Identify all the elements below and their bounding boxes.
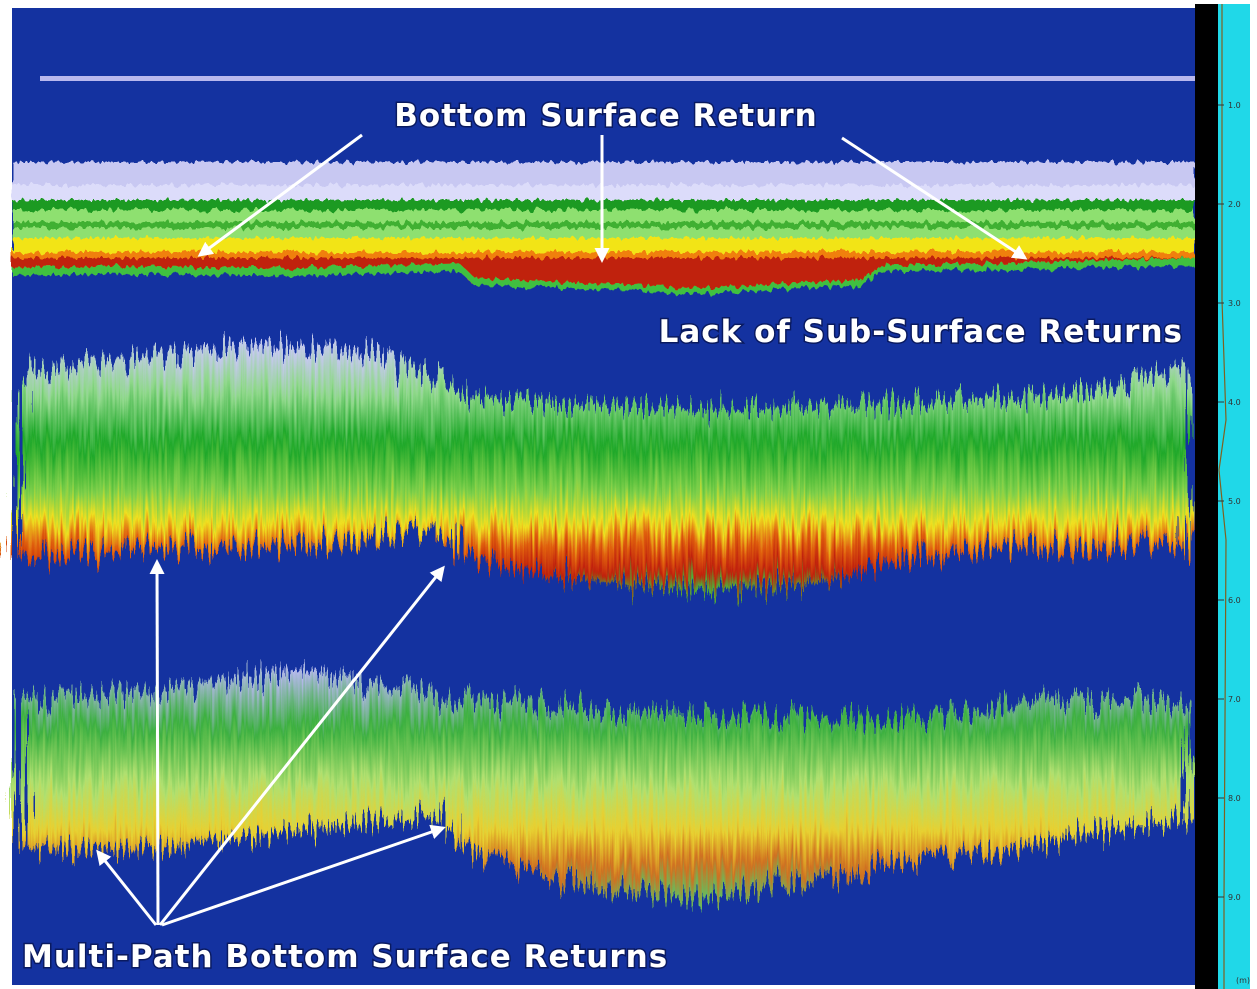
scale-label: 2.0 [1228, 200, 1241, 209]
scale-divider [1195, 4, 1218, 989]
echogram-screenshot: 1.0 2.0 3.0 4.0 5.0 6.0 7.0 8.0 9.0 (m) Bottom S… [0, 0, 1257, 989]
annotation-lack-sub-surface: Lack of Sub-Surface Returns [659, 314, 1183, 350]
annotation-bottom-surface: Bottom Surface Return [394, 98, 817, 134]
scale-label: 7.0 [1228, 695, 1241, 704]
depth-unit: (m) [1236, 976, 1250, 985]
scale-label: 8.0 [1228, 794, 1241, 803]
scale-label: 1.0 [1228, 101, 1241, 110]
scale-label: 9.0 [1228, 893, 1241, 902]
scale-label: 4.0 [1228, 398, 1241, 407]
scale-label: 6.0 [1228, 596, 1241, 605]
top-line [40, 76, 1195, 81]
scale-label: 5.0 [1228, 497, 1241, 506]
scale-label: 3.0 [1228, 299, 1241, 308]
annotation-multi-path: Multi-Path Bottom Surface Returns [22, 939, 668, 975]
